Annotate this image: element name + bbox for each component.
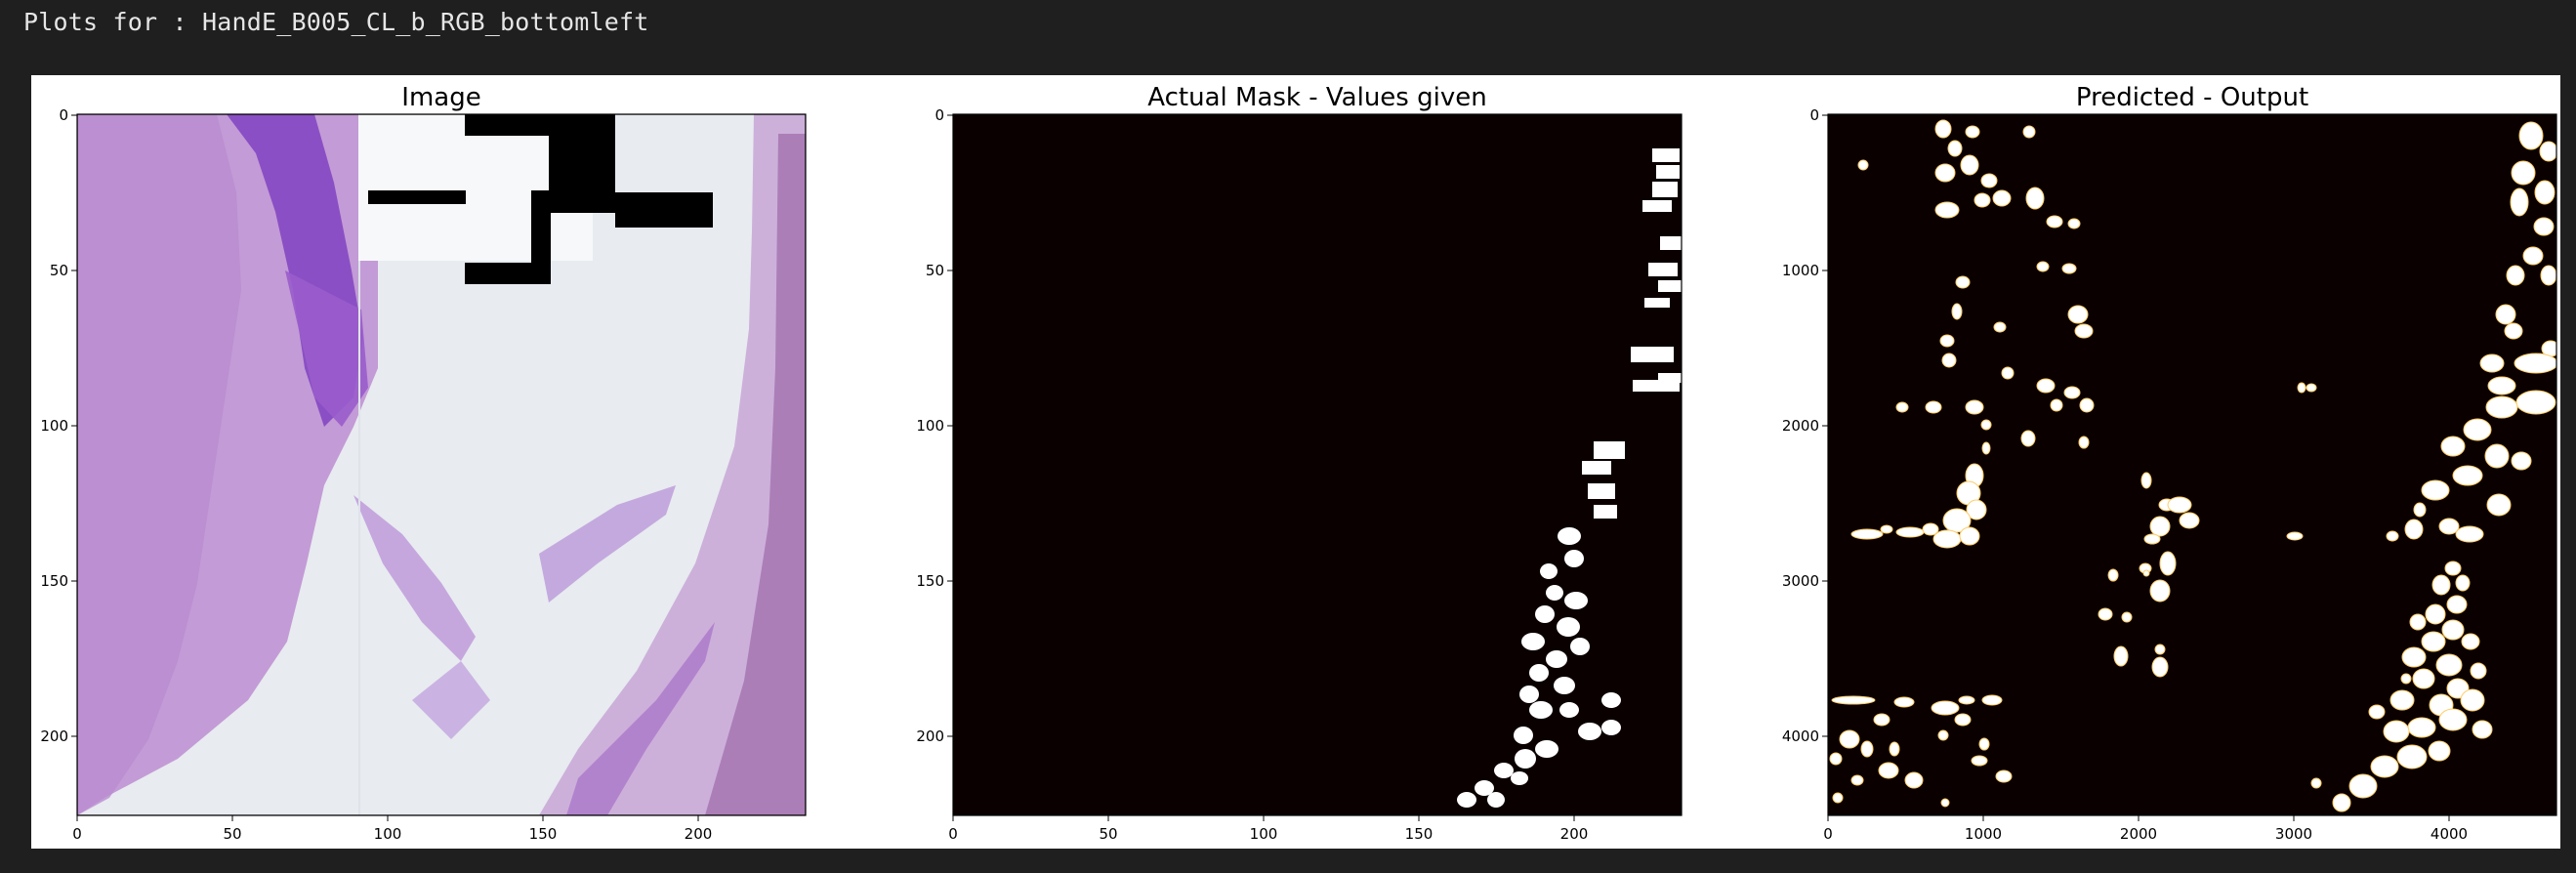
panel-actual-mask-yticks: 0 50 100 150 200 (916, 106, 953, 745)
panel-image-xticks: 0 50 100 150 200 (72, 815, 712, 843)
xtick-label: 3000 (2275, 825, 2312, 843)
figure-canvas: Image (40, 83, 2557, 843)
xtick-label: 100 (374, 825, 402, 843)
tissue-image (77, 114, 806, 815)
xtick-label: 4000 (2431, 825, 2468, 843)
xtick-label: 100 (1250, 825, 1278, 843)
predicted-blobs (1829, 119, 2556, 812)
xtick-label: 2000 (2120, 825, 2157, 843)
xtick-label: 50 (1099, 825, 1117, 843)
ytick-label: 50 (50, 262, 68, 279)
panel-predicted-frame (1827, 113, 2557, 816)
ytick-label: 150 (40, 572, 68, 590)
xtick-label: 150 (529, 825, 558, 843)
xtick-label: 0 (948, 825, 958, 843)
matplotlib-figure: Image (31, 75, 2560, 849)
ytick-label: 2000 (1782, 417, 1819, 435)
panel-actual-mask-xticks: 0 50 100 150 200 (948, 815, 1588, 843)
ytick-label: 4000 (1782, 728, 1819, 745)
panel-image-frame (76, 113, 807, 816)
xtick-label: 200 (685, 825, 713, 843)
ytick-label: 100 (916, 417, 944, 435)
ytick-label: 200 (40, 728, 68, 745)
panel-actual-mask-frame (952, 113, 1683, 816)
panel-image: Image (40, 83, 807, 843)
panel-image-yticks: 0 50 100 150 200 (40, 106, 77, 745)
predicted-image (1828, 114, 2556, 815)
mask-blobs (1457, 148, 1682, 808)
ytick-label: 100 (40, 417, 68, 435)
ytick-label: 150 (916, 572, 944, 590)
panel-predicted-yticks: 0 1000 2000 3000 4000 (1782, 106, 1828, 745)
ytick-label: 3000 (1782, 572, 1819, 590)
ytick-label: 1000 (1782, 262, 1819, 279)
panel-actual-mask: Actual Mask - Values given (916, 83, 1683, 843)
panel-predicted: Predicted - Output (1782, 83, 2557, 843)
ytick-label: 0 (935, 106, 944, 124)
cell-output-header: Plots for : HandE_B005_CL_b_RGB_bottomle… (23, 8, 649, 36)
panel-predicted-title: Predicted - Output (2076, 83, 2308, 112)
xtick-label: 200 (1560, 825, 1589, 843)
xtick-label: 1000 (1965, 825, 2002, 843)
xtick-label: 0 (72, 825, 82, 843)
ytick-label: 200 (916, 728, 944, 745)
panel-predicted-xticks: 0 1000 2000 3000 4000 (1823, 815, 2468, 843)
ytick-label: 0 (1809, 106, 1819, 124)
xtick-label: 50 (223, 825, 241, 843)
actual-mask-image (953, 114, 1682, 815)
panel-actual-mask-title: Actual Mask - Values given (1147, 83, 1486, 112)
xtick-label: 0 (1823, 825, 1833, 843)
ytick-label: 0 (59, 106, 68, 124)
ytick-label: 50 (926, 262, 944, 279)
xtick-label: 150 (1405, 825, 1433, 843)
panel-image-title: Image (401, 83, 480, 112)
